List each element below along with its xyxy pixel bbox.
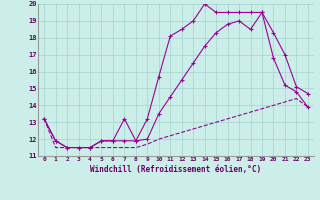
X-axis label: Windchill (Refroidissement éolien,°C): Windchill (Refroidissement éolien,°C) xyxy=(91,165,261,174)
